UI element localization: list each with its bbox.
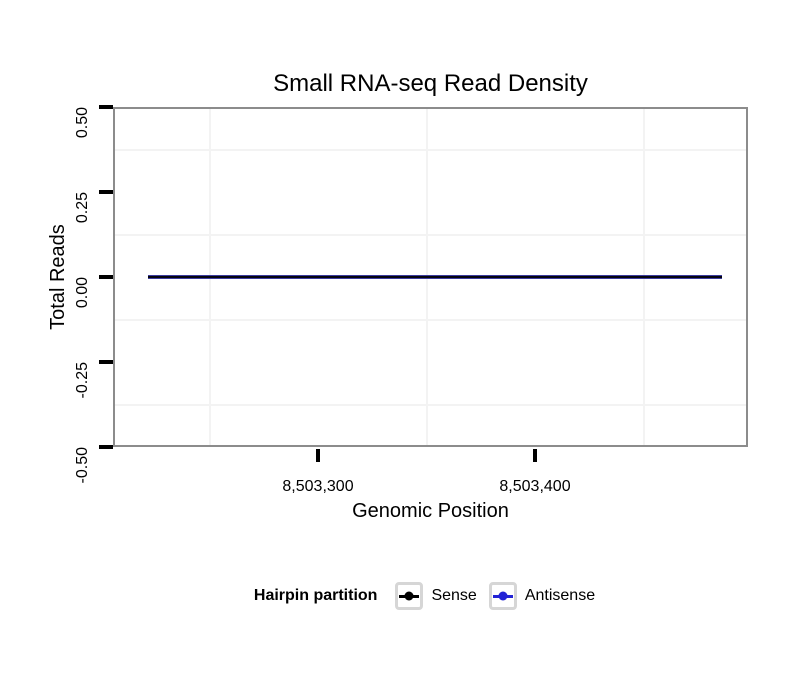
legend-key-antisense <box>488 582 517 610</box>
x-tick-label: 8,503,400 <box>499 478 571 495</box>
y-axis-tick <box>99 360 113 364</box>
y-tick-label: -0.25 <box>74 362 91 399</box>
legend: Hairpin partition Sense Antisense <box>113 580 748 612</box>
x-axis-title: Genomic Position <box>352 500 509 522</box>
minor-gridline-horizontal <box>115 234 746 236</box>
y-axis-tick <box>99 190 113 194</box>
y-axis-tick <box>99 445 113 449</box>
legend-title: Hairpin partition <box>253 587 378 604</box>
minor-gridline-horizontal <box>115 404 746 406</box>
sense-point-icon <box>404 591 414 601</box>
y-tick-label: -0.50 <box>74 447 91 484</box>
y-axis-tick <box>99 105 113 109</box>
antisense-point-icon <box>498 591 508 601</box>
minor-gridline-horizontal <box>115 319 746 321</box>
plot-title: Small RNA-seq Read Density <box>273 70 588 97</box>
legend-label-sense: Sense <box>431 587 477 604</box>
y-tick-label: 0.00 <box>74 277 91 309</box>
legend-key-sense <box>395 582 424 610</box>
read-density-line <box>148 275 722 279</box>
y-tick-label: 0.25 <box>74 192 91 224</box>
x-axis-tick <box>533 449 537 462</box>
x-axis-tick <box>316 449 320 462</box>
y-axis-title: Total Reads <box>47 224 69 330</box>
y-axis-tick <box>99 275 113 279</box>
legend-label-antisense: Antisense <box>524 587 596 604</box>
x-tick-label: 8,503,300 <box>282 478 354 495</box>
minor-gridline-horizontal <box>115 149 746 151</box>
y-tick-label: 0.50 <box>74 107 91 139</box>
plot-panel <box>113 107 748 447</box>
